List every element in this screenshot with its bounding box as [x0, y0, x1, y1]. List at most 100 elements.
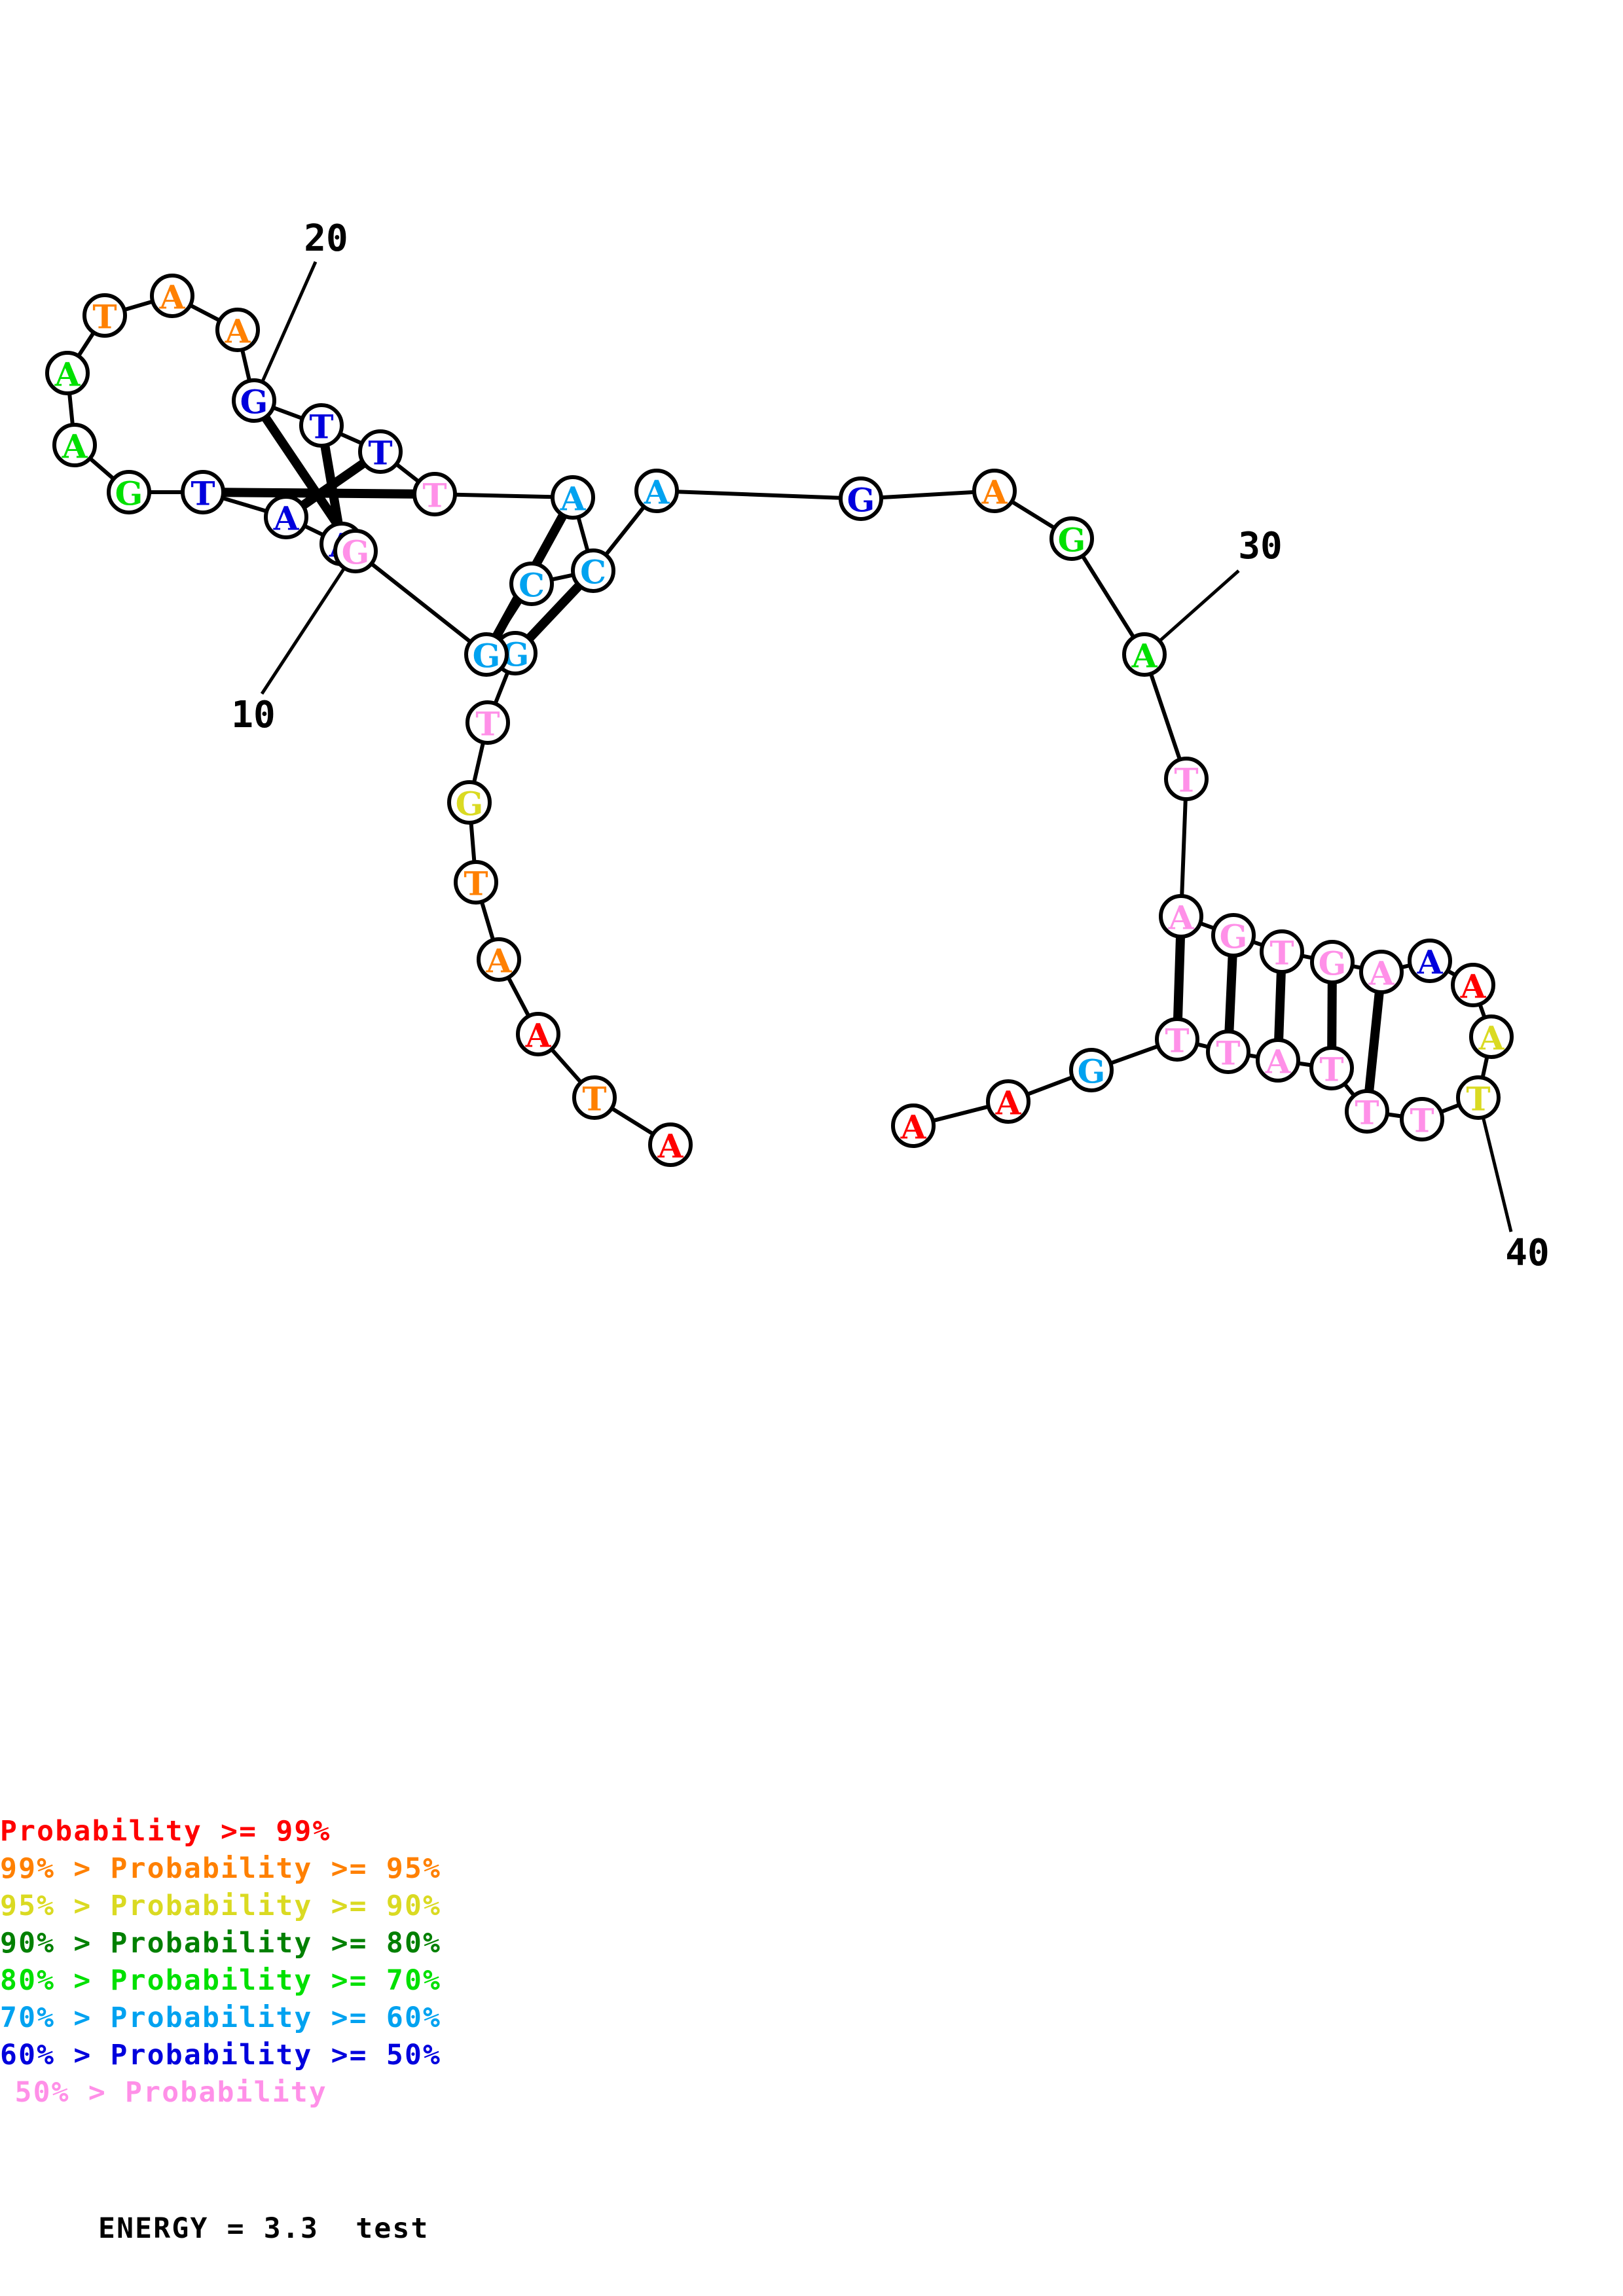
nucleotide[interactable]: A: [972, 469, 1017, 513]
nucleotide[interactable]: A: [215, 308, 260, 352]
nucleotide[interactable]: T: [1155, 1017, 1199, 1062]
nucleotide[interactable]: A: [634, 469, 679, 513]
nucleotide-circle: [82, 293, 127, 338]
nucleotide-circle: [1469, 1014, 1514, 1059]
nucleotide[interactable]: A: [1359, 950, 1404, 994]
nucleotide-circle: [1310, 940, 1355, 984]
backbone-bond: [479, 899, 496, 942]
nucleotide-letter: A: [525, 1016, 552, 1055]
backbone-bond: [1108, 1044, 1160, 1066]
nucleotide[interactable]: T: [1309, 1046, 1354, 1090]
nucleotide[interactable]: G: [1310, 940, 1355, 984]
nucleotide[interactable]: A: [52, 423, 97, 467]
backbone-bond: [1195, 1042, 1211, 1049]
backbone-bond: [338, 431, 364, 446]
backbone-bond: [1385, 1112, 1404, 1119]
nucleotide[interactable]: T: [1164, 757, 1209, 801]
nucleotide-letter: T: [1174, 761, 1198, 800]
nucleotide-circle: [509, 562, 554, 606]
nucleotide-circle: [1345, 1089, 1389, 1134]
base-pair-bond: [1173, 936, 1186, 1020]
nucleotide-letter: G: [456, 785, 484, 823]
nucleotide[interactable]: T: [412, 472, 457, 516]
nucleotide-letter: T: [1216, 1034, 1240, 1073]
nucleotide-circle: [1122, 632, 1167, 677]
nucleotide[interactable]: T: [1400, 1097, 1444, 1141]
nucleotide[interactable]: T: [1260, 929, 1304, 974]
backbone-bond: [879, 490, 977, 500]
nucleotide[interactable]: T: [454, 860, 498, 905]
nucleotide[interactable]: T: [299, 403, 344, 448]
nucleotide-circle: [264, 495, 308, 539]
backbone-bond: [1080, 554, 1136, 639]
nucleotide[interactable]: A: [891, 1103, 936, 1148]
base-pair-layer: [223, 414, 1384, 1092]
nucleotide-letter: A: [1417, 943, 1444, 982]
backbone-bond: [240, 348, 252, 383]
nucleotide-circle: [1456, 1075, 1501, 1120]
nucleotide[interactable]: T: [181, 470, 225, 514]
backbone-bond: [493, 670, 510, 706]
nucleotide[interactable]: A: [648, 1122, 693, 1167]
nucleotide[interactable]: G: [1069, 1048, 1114, 1092]
nucleotide[interactable]: T: [465, 700, 510, 745]
backbone-bond: [1296, 1061, 1314, 1067]
position-label: 20: [304, 217, 348, 260]
nucleotide-circle: [634, 469, 679, 513]
nucleotide-circle: [464, 632, 509, 677]
nucleotide[interactable]: A: [1159, 894, 1203, 939]
nucleotide-circle: [215, 308, 260, 352]
nucleotide-letter: A: [486, 942, 513, 980]
nucleotide[interactable]: A: [516, 1012, 560, 1056]
position-label: 40: [1505, 1232, 1549, 1274]
position-leader-line: [260, 567, 346, 695]
nucleotide[interactable]: T: [1206, 1030, 1250, 1074]
backbone-bond: [610, 1106, 655, 1136]
nucleotide[interactable]: T: [82, 293, 127, 338]
nucleotide[interactable]: G: [232, 378, 276, 423]
nucleotide[interactable]: A: [1256, 1038, 1300, 1083]
nucleotide-circle: [232, 378, 276, 423]
nucleotide-letter: T: [1319, 1050, 1343, 1089]
backbone-bond: [931, 1104, 991, 1123]
nucleotide[interactable]: T: [1456, 1075, 1501, 1120]
backbone-bond: [271, 405, 304, 421]
nucleotide[interactable]: A: [986, 1079, 1030, 1124]
nucleotide-letter: A: [644, 473, 670, 512]
nucleotide[interactable]: A: [1469, 1014, 1514, 1059]
legend-row-1: Probability >= 99%: [0, 1815, 331, 1848]
backbone-bond: [549, 1047, 583, 1085]
nucleotide[interactable]: T: [1345, 1089, 1389, 1134]
nucleotide[interactable]: A: [150, 274, 194, 318]
nucleotide-letter: T: [1165, 1022, 1189, 1060]
nucleotide[interactable]: G: [1211, 913, 1256, 958]
nucleotide[interactable]: A: [1408, 939, 1452, 983]
nucleotide[interactable]: A: [477, 937, 521, 982]
nucleotide[interactable]: A: [1122, 632, 1167, 677]
nucleotide[interactable]: A: [264, 495, 308, 539]
nucleotide[interactable]: G: [839, 476, 883, 521]
nucleotide[interactable]: G: [107, 470, 151, 514]
nucleotide[interactable]: A: [45, 351, 90, 395]
backbone-bond: [576, 514, 590, 554]
nucleotide[interactable]: A: [1451, 963, 1495, 1007]
energy-readout: ENERGY = 3.3 test: [98, 2212, 429, 2245]
nucleotide[interactable]: G: [464, 632, 509, 677]
nucleotide[interactable]: C: [509, 562, 554, 606]
backbone-bond: [1180, 797, 1188, 899]
backbone-bond: [674, 490, 843, 500]
nucleotide[interactable]: C: [571, 548, 615, 593]
nucleotide-letter: T: [1269, 934, 1294, 973]
nucleotide[interactable]: T: [358, 429, 403, 474]
nucleotide-letter: A: [1368, 954, 1395, 993]
base-pair-bond: [1224, 955, 1237, 1032]
nucleotide[interactable]: G: [333, 529, 378, 573]
nucleotide[interactable]: G: [1049, 516, 1094, 561]
nucleotide[interactable]: T: [572, 1075, 617, 1120]
nucleotide[interactable]: G: [447, 780, 492, 825]
position-label: 10: [231, 694, 275, 736]
base-pair-bond: [526, 582, 583, 642]
nucleotide-letter: A: [657, 1127, 684, 1166]
nucleotide[interactable]: A: [551, 475, 595, 520]
backbone-bond: [67, 391, 75, 427]
